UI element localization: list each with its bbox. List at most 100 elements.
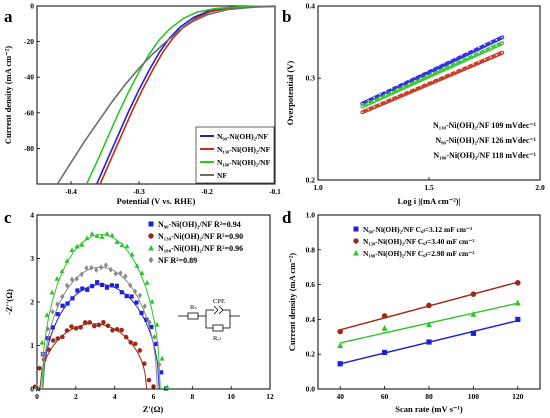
chart-d-point-2 — [337, 342, 344, 349]
chart-c-point-0 — [95, 280, 100, 285]
chart-c-legend-marker-1 — [148, 233, 154, 239]
chart-c-point-3 — [89, 264, 94, 271]
chart-c-xlabel: Z'(Ω) — [143, 404, 164, 414]
chart-b-point-1 — [367, 99, 370, 102]
chart-c-legend-marker-2 — [148, 244, 154, 251]
chart-c-point-1 — [37, 365, 42, 371]
chart-c-point-1 — [137, 348, 143, 353]
chart-c-point-3 — [113, 270, 118, 277]
chart-c-point-1 — [142, 361, 147, 366]
chart-b-ticks: 1.0 1.5 2.0 0.2 0.3 0.4 — [306, 2, 545, 193]
chart-d-ytick-label: 0.8 — [306, 245, 316, 254]
chart-c-ytick-label: 3 — [30, 254, 34, 263]
chart-c-point-2 — [94, 233, 100, 239]
chart-a-legend-label-0: N₉₀-Ni(OH)₂/NF — [217, 132, 268, 141]
chart-c-point-0 — [55, 312, 60, 317]
chart-b-point-0 — [495, 54, 498, 56]
chart-b-point-0 — [448, 72, 451, 75]
chart-b-point-0 — [373, 105, 375, 108]
chart-a-frame — [36, 5, 276, 185]
chart-c-point-0 — [50, 325, 55, 330]
chart-d-xlabel: Scan rate (mV s⁻¹) — [395, 404, 463, 414]
chart-c-point-0 — [114, 283, 119, 288]
chart-d-ytick-label: 0.4 — [306, 315, 316, 324]
chart-c-point-1 — [146, 377, 152, 383]
chart-b-point-2 — [460, 59, 463, 61]
chart-b-point-1 — [413, 75, 416, 78]
chart-c-point-3 — [98, 264, 104, 271]
chart-b-point-2 — [378, 96, 381, 99]
chart-b-point-2 — [390, 91, 393, 93]
chart-b-point-2 — [466, 56, 469, 59]
chart-c-point-1 — [119, 327, 124, 333]
chart-b-point-2 — [437, 69, 440, 72]
chart-d-point-0 — [515, 316, 521, 322]
chart-c-legend-label-3: NF R²=0.89 — [158, 256, 197, 265]
chart-b-xtick-label: 1.0 — [313, 183, 323, 192]
chart-b-point-2 — [367, 102, 370, 105]
chart-c-point-1 — [55, 336, 61, 341]
chart-c-point-2 — [69, 247, 75, 253]
chart-b: 1.0 1.5 2.0 0.2 0.3 0.4 Log i |(mA cm⁻²)| Ove… — [285, 2, 545, 207]
chart-c-point-1 — [110, 327, 115, 333]
chart-d-point-0 — [382, 349, 388, 356]
chart-b-point-1 — [402, 81, 405, 84]
chart-b-ytick-label: 0.4 — [306, 2, 316, 11]
chart-c-point-0 — [134, 300, 139, 305]
panel-b-label: b — [282, 7, 291, 26]
chart-c-point-0 — [70, 296, 75, 301]
chart-d-point-1 — [426, 302, 432, 309]
chart-c-point-2 — [39, 339, 45, 345]
chart-c-point-0 — [129, 294, 134, 299]
chart-b-point-0 — [408, 89, 410, 92]
chart-c-legend-label-2: N₁₈₀-Ni(OH)₂/NF R²=0.96 — [158, 244, 243, 253]
chart-b-point-0 — [501, 51, 504, 54]
chart-b-point-0 — [425, 82, 428, 85]
chart-b-point-0 — [489, 56, 492, 59]
chart-d-legend: N₉₀-Ni(OH)₂/NF C꜀ₗ=3.12 mF cm⁻² N₁₃₀-Ni(O… — [353, 225, 475, 258]
chart-c-point-1 — [60, 334, 65, 340]
chart-c-point-1 — [69, 324, 74, 329]
chart-b-point-2 — [425, 74, 428, 77]
chart-b-point-2 — [489, 46, 492, 49]
chart-c-point-2 — [119, 242, 125, 248]
chart-c-legend-label-0: N₉₀-Ni(OH)₂/NF R²=0.94 — [158, 220, 241, 229]
chart-b-band-2 — [360, 41, 505, 109]
chart-b-point-2 — [361, 105, 364, 108]
chart-c-point-1 — [87, 320, 93, 325]
chart-c-point-3 — [50, 308, 55, 315]
chart-d-point-1 — [337, 328, 344, 335]
chart-c-xtick-label: 12 — [266, 392, 274, 401]
chart-b-point-2 — [373, 99, 375, 102]
chart-b-point-0 — [402, 92, 405, 95]
chart-c-point-2 — [129, 251, 135, 257]
chart-b-point-2 — [448, 64, 451, 66]
chart-b-point-1 — [437, 64, 440, 67]
chart-c-point-3 — [103, 262, 109, 269]
chart-c-point-3 — [142, 303, 147, 310]
chart-c-point-1 — [73, 326, 79, 331]
chart-b-point-2 — [384, 93, 387, 96]
chart-d-xtick-label: 120 — [512, 392, 524, 401]
chart-c-point-3 — [118, 270, 123, 277]
chart-c-point-3 — [64, 282, 70, 289]
chart-c-point-0 — [139, 310, 144, 316]
chart-c-series — [32, 230, 170, 392]
chart-b-point-2 — [431, 71, 434, 74]
chart-a-ticks: -0.4 -0.3 -0.2 -0.1 0 -20 -40 -60 -80 — [24, 2, 281, 197]
chart-c-point-1 — [50, 338, 56, 343]
chart-b-ytick-label: 0.3 — [306, 74, 316, 83]
chart-b-point-0 — [431, 79, 434, 82]
chart-b-point-1 — [384, 90, 387, 93]
chart-c-point-0 — [80, 286, 85, 291]
chart-c-point-1 — [64, 328, 70, 333]
chart-b-point-2 — [408, 82, 410, 85]
equivalent-circuit: Rₛ CPE R꜀ₜ — [178, 298, 240, 342]
chart-c-xtick-label: 8 — [190, 392, 194, 401]
chart-b-point-1 — [489, 41, 492, 44]
chart-b-point-0 — [443, 74, 445, 77]
chart-b-point-1 — [431, 67, 434, 70]
chart-b-point-1 — [466, 51, 469, 54]
chart-b-point-1 — [472, 48, 475, 51]
